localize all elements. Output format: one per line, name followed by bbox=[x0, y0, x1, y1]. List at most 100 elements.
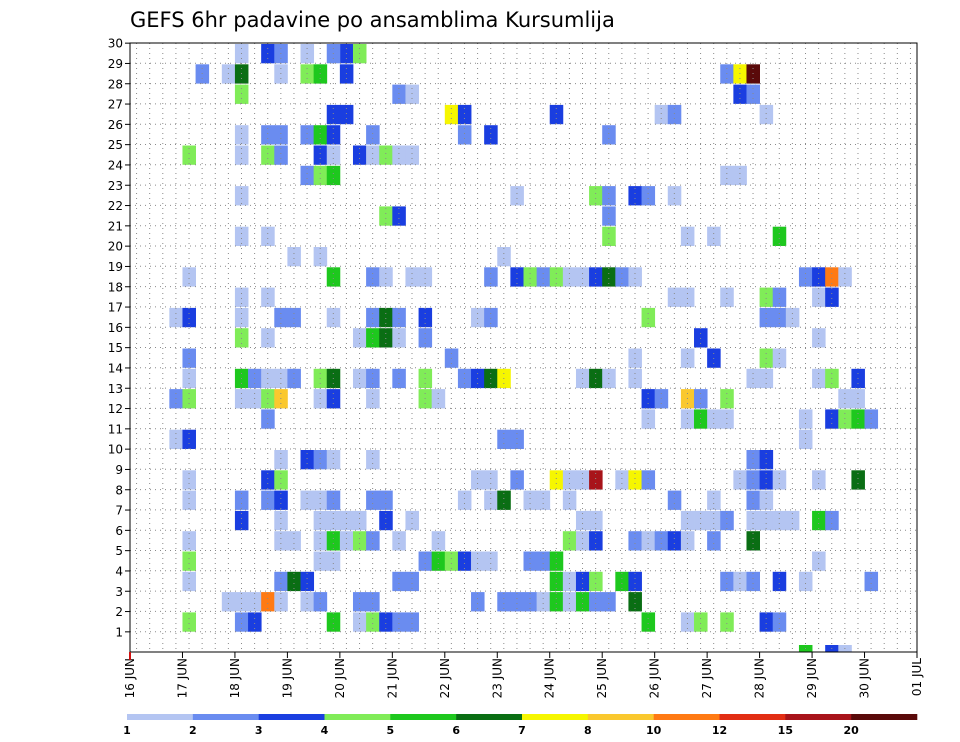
heatmap-cells bbox=[169, 44, 879, 652]
heatmap-cell bbox=[628, 186, 642, 206]
heatmap-cell bbox=[680, 612, 695, 632]
heatmap-cell bbox=[536, 267, 551, 287]
heatmap-cell bbox=[405, 84, 419, 104]
heatmap-cell bbox=[313, 125, 328, 145]
heatmap-cell bbox=[182, 490, 196, 510]
heatmap-cell bbox=[234, 328, 249, 348]
heatmap-cell bbox=[707, 409, 721, 429]
heatmap-cell bbox=[720, 612, 734, 632]
heatmap-cell bbox=[261, 592, 275, 612]
y-tick-label: 26 bbox=[108, 118, 123, 132]
heatmap-cell bbox=[261, 328, 275, 348]
x-tick-label: 17 JUN bbox=[175, 658, 189, 698]
heatmap-cell bbox=[300, 571, 315, 592]
heatmap-cell bbox=[457, 490, 472, 510]
heatmap-cell bbox=[234, 145, 249, 165]
heatmap-cell bbox=[575, 571, 590, 592]
heatmap-cell bbox=[444, 551, 459, 571]
heatmap-cell bbox=[484, 125, 498, 145]
heatmap-cell bbox=[694, 328, 708, 348]
x-tick-label: 21 JUN bbox=[385, 658, 399, 698]
heatmap-cell bbox=[549, 470, 564, 490]
legend-swatch bbox=[127, 714, 194, 720]
heatmap-cell bbox=[379, 206, 393, 226]
legend-label: 8 bbox=[584, 724, 592, 737]
heatmap-cell bbox=[680, 409, 695, 429]
heatmap-cell bbox=[589, 186, 603, 206]
heatmap-cell bbox=[615, 571, 629, 592]
heatmap-cell bbox=[366, 307, 380, 328]
heatmap-cell bbox=[313, 145, 328, 165]
heatmap-cell bbox=[182, 470, 196, 490]
heatmap-cell bbox=[326, 510, 341, 531]
legend-label: 15 bbox=[778, 724, 793, 737]
heatmap-cell bbox=[733, 84, 747, 104]
heatmap-cell bbox=[366, 531, 380, 551]
chart-title: GEFS 6hr padavine po ansamblima Kursumli… bbox=[130, 8, 615, 32]
heatmap-cell bbox=[274, 125, 288, 145]
y-tick-label: 25 bbox=[108, 138, 123, 152]
y-tick-label: 13 bbox=[108, 382, 123, 396]
heatmap-cell bbox=[851, 470, 865, 490]
heatmap-cell bbox=[523, 592, 538, 612]
heatmap-cell bbox=[300, 592, 315, 612]
heatmap-cell bbox=[182, 531, 196, 551]
heatmap-cell bbox=[444, 104, 459, 125]
heatmap-cell bbox=[746, 84, 760, 104]
x-tick-label: 16 JUN bbox=[123, 658, 137, 698]
heatmap-cell bbox=[759, 104, 774, 125]
heatmap-cell bbox=[182, 612, 196, 632]
heatmap-cell bbox=[418, 551, 433, 571]
heatmap-cell bbox=[326, 531, 341, 551]
heatmap-cell bbox=[720, 510, 734, 531]
y-tick-label: 29 bbox=[108, 57, 123, 71]
heatmap-cell bbox=[366, 328, 380, 348]
heatmap-cell bbox=[326, 612, 341, 632]
x-tick-label: 18 JUN bbox=[228, 658, 242, 698]
heatmap-cell bbox=[785, 510, 800, 531]
legend-swatch bbox=[719, 714, 786, 720]
y-tick-label: 22 bbox=[108, 199, 123, 213]
heatmap-cell bbox=[392, 328, 406, 348]
heatmap-cell bbox=[851, 409, 865, 429]
heatmap-cell bbox=[680, 531, 695, 551]
heatmap-cell bbox=[641, 612, 656, 632]
heatmap-cell bbox=[405, 571, 419, 592]
heatmap-cell bbox=[654, 104, 669, 125]
heatmap-cell bbox=[694, 409, 708, 429]
heatmap-cell bbox=[680, 287, 695, 307]
heatmap-cell bbox=[484, 551, 498, 571]
heatmap-cell bbox=[234, 287, 249, 307]
y-tick-label: 2 bbox=[115, 605, 123, 619]
heatmap-cell bbox=[274, 307, 288, 328]
heatmap-cell bbox=[733, 165, 747, 186]
heatmap-cell bbox=[667, 287, 682, 307]
heatmap-cell bbox=[707, 490, 721, 510]
legend-swatch bbox=[653, 714, 720, 720]
y-tick-label: 6 bbox=[115, 524, 123, 538]
heatmap-cell bbox=[772, 612, 787, 632]
heatmap-cell bbox=[261, 470, 275, 490]
heatmap-cell bbox=[720, 409, 734, 429]
legend-label: 3 bbox=[255, 724, 263, 737]
heatmap-cell bbox=[182, 551, 196, 571]
legend-swatch bbox=[390, 714, 457, 720]
heatmap-cell bbox=[772, 470, 787, 490]
legend-label: 5 bbox=[387, 724, 395, 737]
heatmap-cell bbox=[759, 510, 774, 531]
heatmap-cell bbox=[615, 470, 629, 490]
heatmap-cell bbox=[510, 429, 524, 449]
heatmap-cell bbox=[562, 470, 577, 490]
heatmap-cell bbox=[326, 165, 341, 186]
heatmap-cell bbox=[812, 470, 826, 490]
heatmap-cell bbox=[261, 226, 275, 246]
y-tick-label: 4 bbox=[115, 564, 123, 578]
heatmap-cell bbox=[510, 186, 524, 206]
heatmap-cell bbox=[392, 571, 406, 592]
legend: 1 2 3 4 5 6 7 8 10 12 15 20 bbox=[123, 714, 918, 737]
y-tick-label: 28 bbox=[108, 77, 123, 91]
heatmap-cell bbox=[300, 490, 315, 510]
heatmap-cell bbox=[274, 490, 288, 510]
legend-label: 7 bbox=[518, 724, 526, 737]
heatmap-cell bbox=[864, 571, 879, 592]
